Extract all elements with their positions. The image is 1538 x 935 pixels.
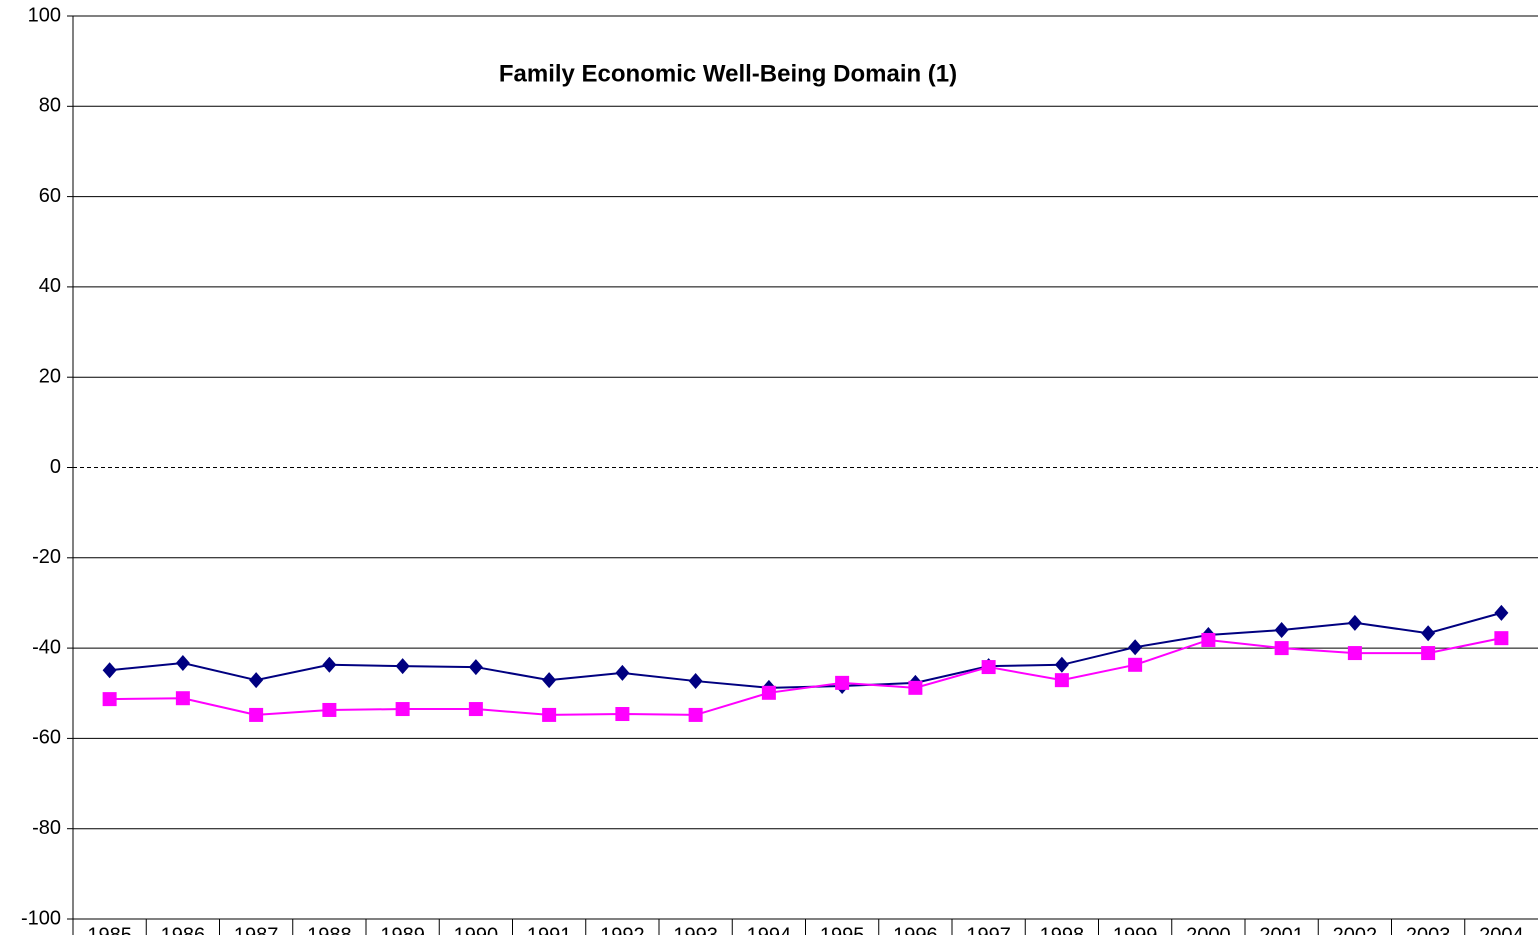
marker xyxy=(981,660,996,675)
x-tick-label: 1999 xyxy=(1113,924,1158,935)
marker xyxy=(468,702,483,717)
marker xyxy=(1054,673,1069,688)
x-tick-label: 1998 xyxy=(1040,924,1085,935)
y-tick-label: 60 xyxy=(39,185,61,207)
marker xyxy=(1421,646,1436,661)
x-tick-label: 1997 xyxy=(966,924,1011,935)
marker xyxy=(688,673,703,690)
x-tick-label: 1989 xyxy=(380,924,425,935)
marker xyxy=(1128,657,1143,672)
x-tick-label: 1993 xyxy=(673,924,718,935)
x-tick-label: 1985 xyxy=(87,924,132,935)
y-tick-label: 20 xyxy=(39,365,61,387)
marker xyxy=(615,664,630,681)
marker xyxy=(1347,614,1362,631)
marker xyxy=(1494,631,1509,646)
y-tick-label: 40 xyxy=(39,275,61,297)
marker xyxy=(1421,625,1436,642)
y-tick-label: -40 xyxy=(32,636,61,658)
x-tick-label: 1986 xyxy=(161,924,206,935)
y-tick-label: 100 xyxy=(28,4,61,26)
x-tick-label: 1988 xyxy=(307,924,352,935)
marker xyxy=(249,707,264,722)
x-tick-label: 1991 xyxy=(527,924,572,935)
x-tick-label: 1995 xyxy=(820,924,865,935)
series-line xyxy=(109,611,1502,689)
marker xyxy=(175,691,190,706)
marker xyxy=(908,680,923,695)
marker xyxy=(468,659,483,676)
marker xyxy=(102,662,117,679)
marker xyxy=(1054,656,1069,673)
y-tick-label: -60 xyxy=(32,727,61,749)
x-tick-label: 2003 xyxy=(1406,924,1451,935)
marker xyxy=(542,672,557,689)
marker xyxy=(395,658,410,675)
marker xyxy=(322,702,337,717)
marker xyxy=(1274,622,1289,639)
x-tick-label: 1987 xyxy=(234,924,279,935)
chart-title: Family Economic Well-Being Domain (1) xyxy=(499,60,957,87)
x-tick-label: 2001 xyxy=(1259,924,1304,935)
marker xyxy=(1494,604,1509,621)
marker xyxy=(102,692,117,707)
marker xyxy=(1347,646,1362,661)
y-tick-label: 0 xyxy=(50,456,61,478)
y-tick-label: -20 xyxy=(32,546,61,568)
y-tick-label: -100 xyxy=(21,907,61,929)
y-tick-label: -80 xyxy=(32,817,61,839)
x-tick-label: 1992 xyxy=(600,924,645,935)
x-tick-label: 1990 xyxy=(454,924,499,935)
x-tick-label: 1996 xyxy=(893,924,938,935)
marker xyxy=(322,656,337,673)
marker xyxy=(615,707,630,722)
x-tick-label: 2000 xyxy=(1186,924,1231,935)
series-line xyxy=(109,637,1502,716)
y-tick-label: 80 xyxy=(39,95,61,117)
marker xyxy=(1274,641,1289,656)
x-tick-label: 2004 xyxy=(1479,924,1524,935)
marker xyxy=(761,685,776,700)
marker xyxy=(688,707,703,722)
marker xyxy=(1128,639,1143,656)
marker xyxy=(175,654,190,671)
marker xyxy=(542,707,557,722)
marker xyxy=(1201,632,1216,647)
x-tick-label: 1994 xyxy=(747,924,792,935)
marker xyxy=(249,672,264,689)
marker xyxy=(835,675,850,690)
marker xyxy=(395,702,410,717)
